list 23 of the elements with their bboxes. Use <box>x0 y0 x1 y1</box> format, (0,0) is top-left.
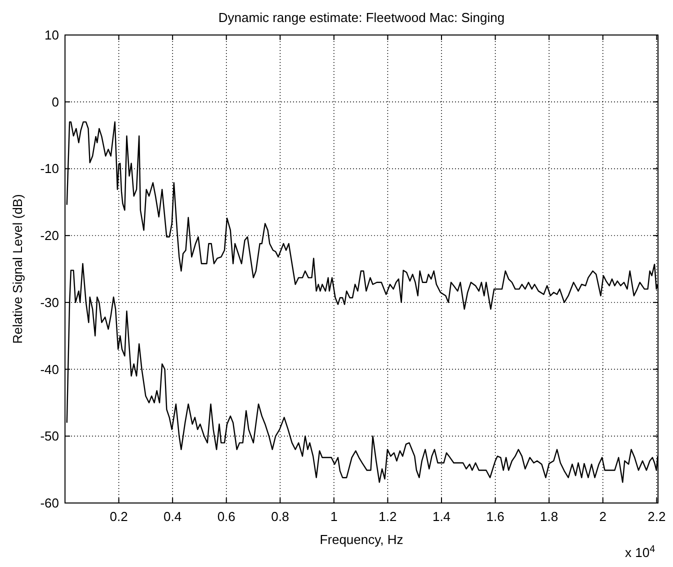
x-axis-title: Frequency, Hz <box>320 532 404 547</box>
y-tick-label: 10 <box>44 28 59 42</box>
y-tick-label: -50 <box>40 428 59 444</box>
x-tick-label: 0.2 <box>110 509 128 524</box>
y-tick-label: -10 <box>40 161 59 176</box>
x-tick-label: 0.4 <box>164 509 182 524</box>
x-tick-label: 1 <box>330 509 338 524</box>
y-axis-title: Relative Signal Level (dB) <box>10 194 25 344</box>
y-tick-label: -30 <box>40 294 59 310</box>
x-tick-label: 0.6 <box>217 509 236 524</box>
x-tick-label: 1.4 <box>432 509 451 524</box>
y-tick-label: -60 <box>40 496 59 510</box>
x-tick-label: 1.8 <box>540 509 558 524</box>
chart-title: Dynamic range estimate: Fleetwood Mac: Singing <box>218 10 505 25</box>
y-tick-label: -20 <box>40 228 59 244</box>
x-tick-label: 2.2 <box>648 509 666 524</box>
x-tick-label: 1.6 <box>486 509 504 524</box>
text: x 10$^{4}$ <box>624 544 656 560</box>
y-tick-label: 0 <box>52 94 59 110</box>
x-tick-label: 0.8 <box>271 509 290 524</box>
x-tick-label: 1.2 <box>378 509 397 524</box>
y-tick-label: -40 <box>40 362 59 377</box>
x-tick-label: 2 <box>599 509 606 524</box>
